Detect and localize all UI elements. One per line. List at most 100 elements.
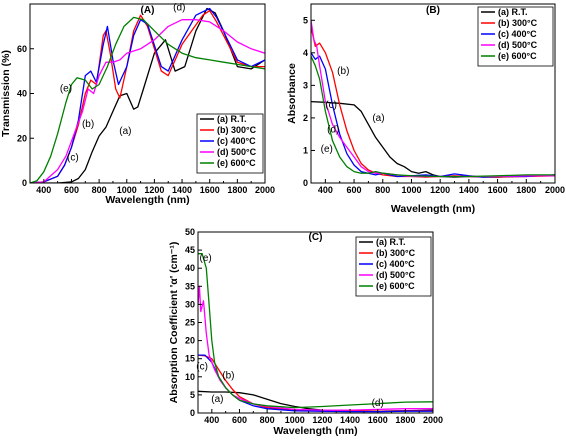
- x-tick-label: 400: [36, 185, 51, 195]
- y-tick-label: 3: [303, 80, 308, 90]
- y-tick-label: 15: [185, 354, 195, 364]
- legend-entry: (c) 400°C: [217, 136, 256, 146]
- y-tick-label: 25: [185, 318, 195, 328]
- legend-entry: (b) 300°C: [376, 248, 416, 258]
- legend-entry: (c) 400°C: [498, 29, 537, 39]
- legend-entry: (e) 600°C: [498, 51, 537, 61]
- y-tick-label: 40: [185, 263, 195, 273]
- y-tick-label: 60: [17, 44, 27, 54]
- chart-panel-1: 400 600 800 1000 1200 1400 1600 1800 2000 0 1 2 3 4 5 W…: [286, 3, 565, 215]
- x-axis-label: Wavelength (nm): [273, 425, 357, 437]
- x-tick-label: 600: [64, 185, 79, 195]
- x-tick-label: 1000: [401, 185, 421, 195]
- chart-title: (B): [426, 5, 440, 16]
- x-tick-label: 2000: [255, 185, 275, 195]
- series-line: [311, 55, 555, 178]
- x-axis-label: Wavelength (nm): [391, 203, 475, 215]
- legend-entry: (b) 300°C: [217, 125, 257, 135]
- x-tick-label: 1400: [459, 185, 479, 195]
- x-tick-label: 1600: [488, 185, 508, 195]
- legend-entry: (a) R.T.: [217, 114, 247, 124]
- curve-annotation: (d): [173, 3, 185, 14]
- x-tick-label: 600: [232, 415, 247, 425]
- legend-entry: (a) R.T.: [498, 7, 528, 17]
- curve-annotation: (e): [321, 144, 333, 155]
- x-tick-label: 800: [375, 185, 390, 195]
- y-tick-label: 4: [303, 48, 308, 58]
- chart-panel-0: 400 600 800 1000 1200 1400 1600 1800 2000 0 20 40 60…: [0, 3, 275, 206]
- x-tick-label: 1600: [368, 415, 388, 425]
- chart-title: (A): [141, 5, 155, 16]
- curve-annotation: (c): [325, 100, 337, 111]
- series-line: [198, 253, 433, 409]
- series-line: [311, 100, 555, 178]
- legend-entry: (c) 400°C: [376, 259, 415, 269]
- legend: (a) R.T.(b) 300°C(c) 400°C(d) 500°C(e) 6…: [196, 113, 264, 174]
- legend-entry: (e) 600°C: [376, 281, 415, 291]
- series-line: [198, 390, 433, 412]
- y-tick-label: 10: [185, 372, 195, 382]
- curve-annotation: (e): [199, 253, 211, 264]
- series-line: [30, 16, 265, 183]
- y-tick-label: 0: [190, 408, 195, 418]
- y-tick-label: 1: [303, 145, 308, 155]
- x-tick-label: 1400: [172, 185, 192, 195]
- chart-panel-2: 400 600 800 1000 1200 1400 1600 1800 2000 0 5 10 15 2…: [168, 227, 443, 437]
- y-tick-label: 2: [303, 113, 308, 123]
- x-tick-label: 1200: [430, 185, 450, 195]
- chart-title: (C): [309, 232, 323, 243]
- x-tick-label: 1400: [340, 415, 360, 425]
- x-tick-label: 400: [204, 415, 219, 425]
- y-axis-label: Absorption Coefficient 'α' (cm⁻¹): [168, 242, 180, 404]
- curve-annotation: (b): [337, 66, 349, 77]
- legend-entry: (d) 500°C: [498, 40, 538, 50]
- plot-frame: [310, 3, 556, 184]
- x-tick-label: 2000: [545, 185, 565, 195]
- x-tick-label: 1600: [200, 185, 220, 195]
- curve-annotation: (d): [327, 125, 339, 136]
- y-tick-label: 5: [303, 15, 308, 25]
- legend-entry: (a) R.T.: [376, 237, 406, 247]
- series-line: [198, 285, 433, 411]
- legend: (a) R.T.(b) 300°C(c) 400°C(d) 500°C(e) 6…: [477, 6, 554, 67]
- curve-annotation: (a): [119, 126, 131, 137]
- curve-annotation: (b): [222, 371, 234, 382]
- x-tick-label: 1200: [312, 415, 332, 425]
- y-axis-label: Absorbance: [286, 63, 298, 124]
- x-tick-label: 1000: [117, 185, 137, 195]
- curve-annotation: (c): [196, 362, 208, 373]
- x-axis-label: Wavelength (nm): [105, 194, 189, 206]
- y-tick-label: 20: [17, 133, 27, 143]
- y-tick-label: 40: [17, 89, 27, 99]
- curve-annotation: (a): [211, 394, 223, 405]
- x-tick-label: 1000: [285, 415, 305, 425]
- x-tick-label: 400: [318, 185, 333, 195]
- legend-entry: (d) 500°C: [217, 147, 257, 157]
- x-tick-label: 1800: [395, 415, 415, 425]
- y-tick-label: 50: [185, 227, 195, 237]
- y-tick-label: 20: [185, 336, 195, 346]
- series-line: [30, 7, 265, 183]
- curve-annotation: (d): [372, 398, 384, 409]
- curve-annotation: (e): [60, 83, 72, 94]
- y-axis-label: Transmission (%): [0, 50, 12, 137]
- curve-annotation: (a): [372, 113, 384, 124]
- legend-entry: (e) 600°C: [217, 158, 256, 168]
- curve-annotation: (c): [67, 153, 79, 164]
- series-line: [30, 7, 265, 183]
- x-tick-label: 800: [92, 185, 107, 195]
- x-tick-label: 600: [347, 185, 362, 195]
- y-tick-label: 35: [185, 281, 195, 291]
- y-tick-label: 5: [190, 390, 195, 400]
- x-tick-label: 1200: [144, 185, 164, 195]
- legend-entry: (d) 500°C: [376, 270, 416, 280]
- series-line: [30, 19, 265, 183]
- legend: (a) R.T.(b) 300°C(c) 400°C(d) 500°C(e) 6…: [355, 236, 432, 297]
- legend-entry: (b) 300°C: [498, 18, 538, 28]
- x-tick-label: 1800: [516, 185, 536, 195]
- x-tick-label: 2000: [423, 415, 443, 425]
- curve-annotation: (b): [82, 119, 94, 130]
- x-tick-label: 800: [260, 415, 275, 425]
- y-tick-label: 45: [185, 245, 195, 255]
